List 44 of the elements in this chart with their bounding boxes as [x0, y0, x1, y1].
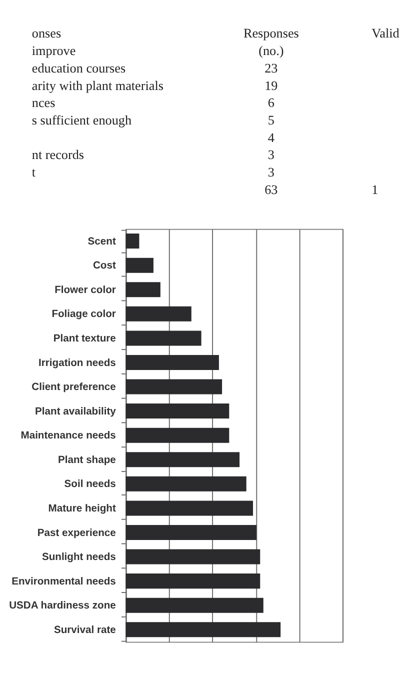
text: nces 6 — [32, 95, 274, 110]
text: nt records 3 — [32, 147, 274, 162]
bar — [126, 234, 140, 249]
y-tick-label: Soil needs — [64, 479, 116, 490]
y-tick-label: Environmental needs — [12, 576, 116, 588]
bar — [126, 330, 202, 346]
bar — [126, 306, 192, 322]
y-tick-label: Client preference — [32, 382, 116, 394]
bar — [126, 574, 260, 589]
bar — [126, 622, 281, 638]
text: 63 1 — [264, 182, 378, 197]
bar — [126, 282, 160, 298]
y-tick-label: USDA hardiness zone — [9, 600, 116, 612]
y-tick-label: Sunlight needs — [42, 552, 116, 564]
bar — [126, 452, 240, 468]
bar — [126, 354, 219, 370]
y-tick-label: Maintenance needs — [20, 430, 116, 442]
text: education courses 23 — [32, 60, 278, 76]
y-tick-label: Past experience — [37, 528, 116, 539]
text: s sufficient enough 5 — [32, 112, 274, 128]
bar — [126, 258, 154, 273]
bar — [126, 598, 264, 613]
y-tick-label: Flower color — [54, 284, 116, 296]
y-tick-label: Irrigation needs — [38, 358, 116, 369]
bar — [126, 524, 256, 540]
text: arity with plant materials 19 — [32, 78, 278, 93]
bar — [126, 404, 230, 419]
y-tick-label: Mature height — [48, 503, 116, 514]
text: improve (no.) — [32, 43, 284, 58]
y-tick-label: Cost — [92, 260, 116, 272]
bar — [126, 428, 230, 443]
y-tick-label: Scent — [88, 236, 116, 248]
text: t 3 — [32, 164, 274, 180]
y-tick-label: Plant texture — [53, 333, 116, 344]
y-tick-label: Foliage color — [52, 309, 116, 320]
y-tick-label: Plant availability — [35, 406, 116, 418]
bar — [126, 549, 260, 564]
y-tick-label: Survival rate — [54, 624, 116, 636]
bar — [126, 500, 254, 516]
bar — [126, 379, 222, 394]
bar — [126, 476, 246, 492]
text: onses Responses Valid — [32, 26, 400, 41]
y-tick-label: Plant shape — [58, 454, 116, 466]
text: 4 — [268, 130, 275, 145]
